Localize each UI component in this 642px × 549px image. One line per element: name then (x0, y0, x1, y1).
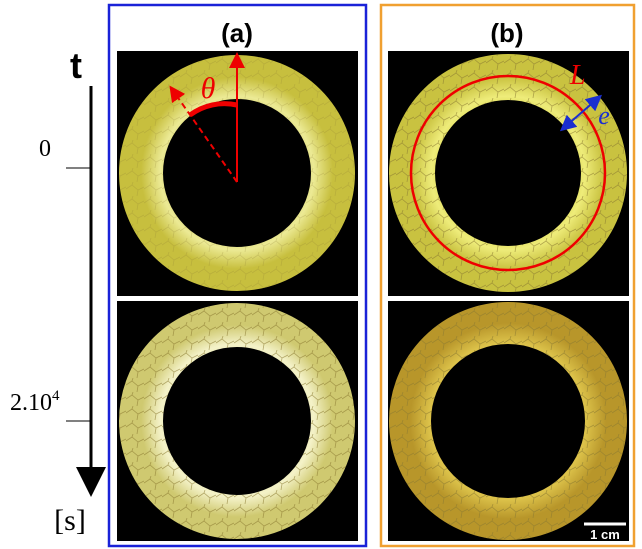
tick-exponent: 4 (52, 388, 60, 404)
tick-base: 2.10 (10, 390, 52, 416)
time-label: t (70, 45, 82, 86)
tick-label: 0 (39, 136, 51, 162)
figure: t 0 2.104 [s] (a) θ (b) L e 1 cm (0, 0, 642, 549)
tick-label: 2.104 (10, 388, 60, 416)
panel-label: (a) (221, 18, 253, 48)
panel-label: (b) (490, 18, 523, 48)
length-label: L (569, 60, 586, 91)
angle-label: θ (201, 72, 216, 105)
scale-bar-label: 1 cm (590, 527, 620, 542)
page: t 0 2.104 [s] (a) θ (b) L e 1 cm (() => … (0, 0, 642, 549)
width-label: e (598, 101, 610, 130)
unit-label: [s] (54, 504, 86, 537)
